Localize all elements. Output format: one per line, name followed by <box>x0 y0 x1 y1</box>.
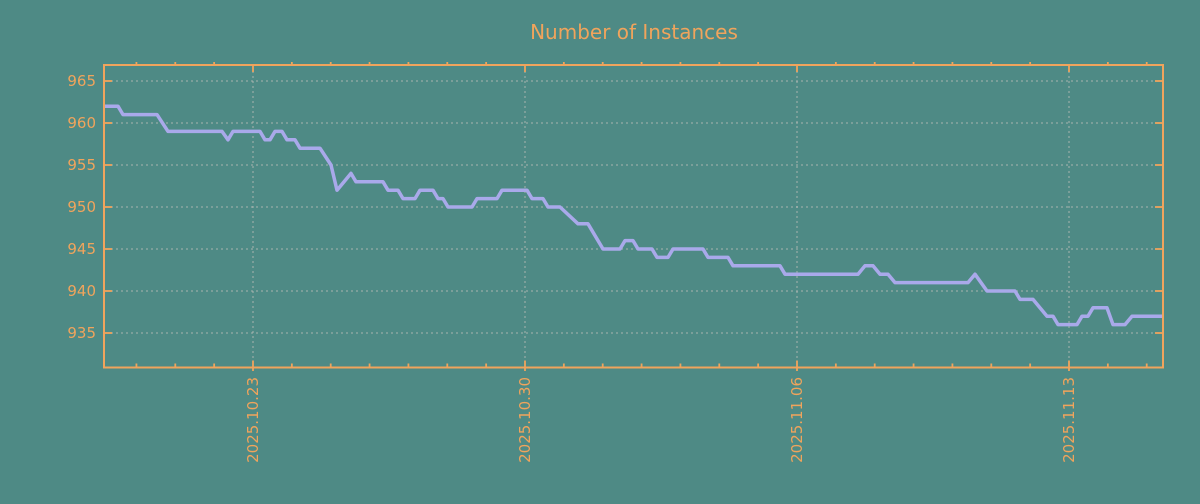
chart-title: Number of Instances <box>530 20 738 44</box>
y-tick-label: 955 <box>67 156 96 174</box>
axis-ticks <box>105 62 1162 371</box>
gridlines <box>106 66 1162 367</box>
y-tick-label: 965 <box>67 72 96 90</box>
y-tick-label: 960 <box>67 114 96 132</box>
x-tick-label: 2025.10.23 <box>244 377 262 463</box>
y-tick-label: 940 <box>67 282 96 300</box>
data-line <box>105 104 1163 327</box>
y-tick-label: 935 <box>67 324 96 342</box>
x-tick-label: 2025.10.30 <box>516 377 534 463</box>
x-tick-label: 2025.11.06 <box>788 377 806 463</box>
x-axis-labels: 2025.10.23 2025.10.30 2025.11.06 2025.11.13 <box>244 377 1078 463</box>
y-tick-label: 945 <box>67 240 96 258</box>
y-tick-label: 950 <box>67 198 96 216</box>
y-axis-labels: 965 960 955 950 945 940 935 <box>67 72 96 342</box>
plot-border <box>103 64 1164 369</box>
x-tick-label: 2025.11.13 <box>1060 377 1078 463</box>
